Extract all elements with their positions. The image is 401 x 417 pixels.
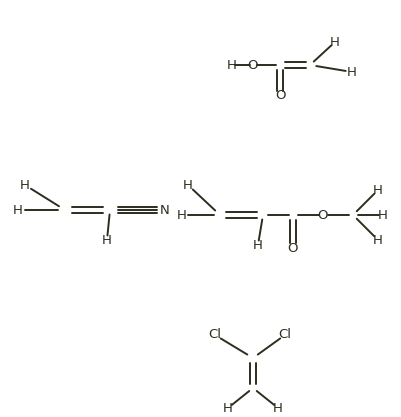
Text: H: H	[372, 234, 382, 246]
Text: H: H	[20, 178, 30, 191]
Text: N: N	[160, 203, 170, 216]
Text: Cl: Cl	[278, 329, 291, 342]
Text: O: O	[287, 241, 298, 254]
Text: H: H	[372, 183, 382, 196]
Text: H: H	[182, 178, 192, 191]
Text: H: H	[329, 35, 339, 48]
Text: H: H	[176, 208, 186, 221]
Text: Cl: Cl	[208, 329, 221, 342]
Text: H: H	[223, 402, 232, 414]
Text: H: H	[346, 65, 356, 78]
Text: H: H	[13, 203, 23, 216]
Text: H: H	[272, 402, 282, 414]
Text: H: H	[377, 208, 387, 221]
Text: H: H	[227, 58, 236, 71]
Text: O: O	[274, 88, 285, 101]
Text: H: H	[253, 239, 262, 251]
Text: H: H	[102, 234, 111, 246]
Text: O: O	[317, 208, 328, 221]
Text: O: O	[247, 58, 257, 71]
